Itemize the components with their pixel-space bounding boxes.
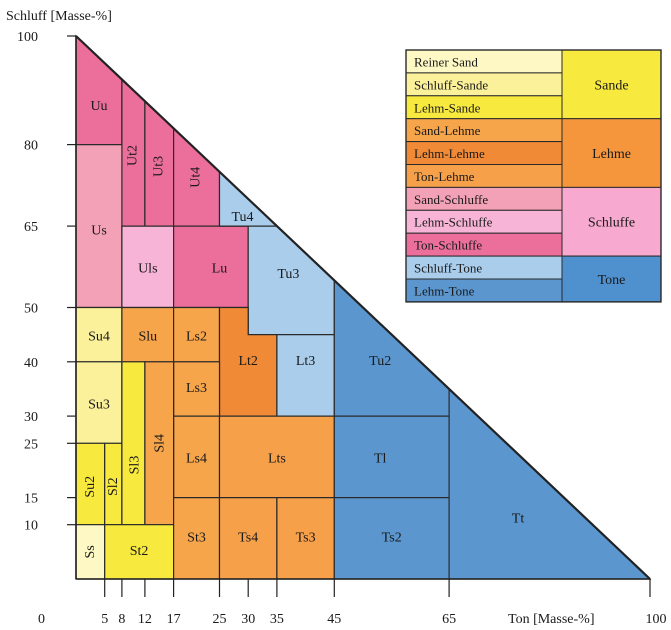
legend-item-schluff-sande: Schluff-Sande [414,77,488,92]
region-label-ss: Ss [83,545,98,558]
y-tick-label-50: 50 [24,302,38,317]
region-label-lt3: Lt3 [296,354,315,369]
region-label-uls: Uls [138,262,157,277]
y-tick-label-10: 10 [24,519,38,534]
legend-item-lehm-tone: Lehm-Tone [414,283,475,298]
legend-group-swatch-lehme [561,118,662,188]
region-label-ut2: Ut2 [126,145,141,166]
legend: Reiner Sand Schluff-Sande Lehm-Sande Sand-L… [405,49,662,303]
region-label-sl3: Sl3 [127,456,142,475]
y-tick-label-65: 65 [24,220,38,235]
x-tick-label-25: 25 [213,612,227,627]
x-tick-label-12: 12 [138,612,152,627]
region-tl [333,415,450,499]
region-label-st3: St3 [187,531,206,546]
x-tick-label-100: 100 [646,612,667,627]
y-tick-label-100: 100 [17,30,38,45]
region-label-tu4: Tu4 [231,210,253,225]
origin-label: 0 [38,612,45,627]
y-tick-label-25: 25 [24,437,38,452]
y-tick-label-40: 40 [24,356,38,371]
x-tick-label-65: 65 [442,612,456,627]
region-label-ts4: Ts4 [238,531,258,546]
legend-item-lehm-schluffe: Lehm-Schluffe [414,215,493,230]
legend-group-sande: Sande [594,78,628,93]
region-label-ts2: Ts2 [382,531,402,546]
y-axis-ticks: 100 80 65 50 40 30 25 15 10 [17,30,76,534]
legend-item-lehm-lehme: Lehm-Lehme [414,146,485,161]
x-tick-label-5: 5 [101,612,108,627]
region-label-lts: Lts [268,452,286,467]
region-label-sl4: Sl4 [153,434,168,453]
x-tick-label-8: 8 [118,612,125,627]
legend-frame [405,49,662,303]
region-label-slu: Slu [138,330,157,345]
region-label-ts3: Ts3 [296,531,316,546]
y-tick-label-15: 15 [24,492,38,507]
region-label-ls2: Ls2 [186,330,207,345]
region-label-tu2: Tu2 [369,354,391,369]
x-tick-label-35: 35 [270,612,284,627]
legend-item-sand-lehme: Sand-Lehme [414,123,481,138]
legend-item-lehm-sande: Lehm-Sande [414,100,481,115]
region-lt3 [276,334,335,417]
texture-regions [75,34,652,580]
x-axis-ticks: 5 8 12 17 25 30 35 45 65 100 [101,579,667,627]
region-label-tu3: Tu3 [277,267,299,282]
region-label-su4: Su4 [88,330,110,345]
legend-item-sand-schluffe: Sand-Schluffe [414,192,488,207]
region-label-us: Us [91,224,107,239]
region-label-ls3: Ls3 [186,381,207,396]
region-label-lt2: Lt2 [238,354,257,369]
region-label-st2: St2 [130,544,149,559]
region-uu [75,34,123,146]
region-label-uu: Uu [90,99,107,114]
y-tick-label-80: 80 [24,139,38,154]
region-label-ls4: Ls4 [186,452,207,467]
region-label-sl2: Sl2 [106,477,121,496]
legend-group-tone: Tone [598,273,626,288]
legend-item-ton-lehme: Ton-Lehme [414,169,475,184]
y-axis-title: Schluff [Masse-%] [6,9,112,24]
texture-region-labels: Uu Ut2 Ut3 Ut4 Us Uls Lu Tu4 Tu3 Su4 Slu Ls2 Lt2 Lt3 T… [83,99,524,559]
hypotenuse-line [75,35,651,580]
x-tick-label-30: 30 [241,612,255,627]
region-label-ut3: Ut3 [151,156,166,177]
region-label-tt: Tt [512,512,525,527]
region-label-tl: Tl [374,452,387,467]
region-label-su2: Su2 [83,476,98,498]
legend-group-schluffe: Schluffe [588,216,635,231]
x-axis-title: Ton [Masse-%] [508,612,595,627]
legend-item-ton-schluffe: Ton-Schluffe [414,238,482,253]
legend-item-schluff-tone: Schluff-Tone [414,261,482,276]
y-tick-label-30: 30 [24,410,38,425]
region-label-lu: Lu [212,262,228,277]
region-label-su3: Su3 [88,397,110,412]
region-label-ut4: Ut4 [189,167,204,188]
x-tick-label-45: 45 [327,612,341,627]
region-sl3 [121,361,146,526]
legend-item-reiner-sand: Reiner Sand [414,55,478,70]
x-tick-label-17: 17 [167,612,181,627]
legend-group-lehme: Lehme [592,147,631,162]
